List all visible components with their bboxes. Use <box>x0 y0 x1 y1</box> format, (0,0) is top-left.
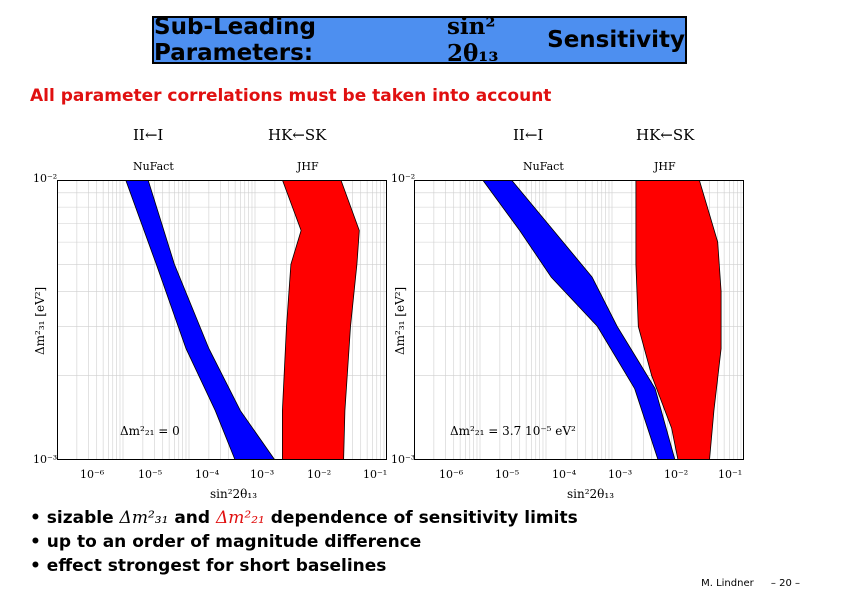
panel1-ytick-bottom: 10⁻³ <box>33 453 58 466</box>
panel1-label-nufact: NuFact <box>133 160 174 173</box>
bullet-text: • sizable <box>30 508 114 528</box>
panel1-label-jhf: JHF <box>297 160 319 173</box>
plot-left <box>57 180 387 460</box>
footer-author: M. Lindner <box>701 578 754 589</box>
plot-right <box>414 180 744 460</box>
band-jhf <box>635 180 722 460</box>
panel2-xtick: 10⁻⁴ <box>552 468 577 481</box>
panel2-xtick: 10⁻³ <box>608 468 633 481</box>
panel1-xtick: 10⁻⁶ <box>80 468 105 481</box>
panel2-header-right: HK←SK <box>636 126 695 144</box>
bullet-text: and <box>174 508 211 528</box>
band-nufact <box>125 180 276 460</box>
title-math: sin² 2θ₁₃ <box>446 13 499 67</box>
plot-frame <box>57 180 387 460</box>
panel1-ytick-top: 10⁻² <box>33 172 58 185</box>
panel2-xtick: 10⁻² <box>664 468 689 481</box>
panel2-ylabel: Δm²₃₁ [eV²] <box>393 286 407 355</box>
bullet-list: • sizable Δm²₃₁ and Δm²₂₁ dependence of … <box>30 506 578 578</box>
panel2-label-jhf: JHF <box>654 160 676 173</box>
slide-title: Sub-Leading Parameters: sin² 2θ₁₃ Sensit… <box>152 13 687 67</box>
panel1-ylabel: Δm²₃₁ [eV²] <box>33 286 47 355</box>
bullet-item: • sizable Δm²₃₁ and Δm²₂₁ dependence of … <box>30 506 578 530</box>
bullet-item: • up to an order of magnitude difference <box>30 532 422 552</box>
bullet-text: dependence of sensitivity limits <box>270 508 578 528</box>
panel1-xtick: 10⁻³ <box>250 468 275 481</box>
bullet-math: Δm²₃₁ <box>119 508 169 528</box>
panel2-ytick-top: 10⁻² <box>391 172 416 185</box>
band-jhf <box>281 180 360 460</box>
panel2-ytick-bottom: 10⁻³ <box>391 453 416 466</box>
title-prefix: Sub-Leading Parameters: <box>154 14 316 66</box>
panel1-header-left: II←I <box>133 126 164 144</box>
panel2-xtick: 10⁻¹ <box>718 468 743 481</box>
panel2-xtick: 10⁻⁵ <box>495 468 520 481</box>
panel1-xtick: 10⁻⁵ <box>138 468 163 481</box>
panel1-header-right: HK←SK <box>268 126 327 144</box>
panel1-xlabel: sin²2θ₁₃ <box>210 487 258 501</box>
bullet-item: • effect strongest for short baselines <box>30 556 387 576</box>
bullet-math-red: Δm²₂₁ <box>215 508 265 528</box>
footer-page: – 20 – <box>770 578 800 589</box>
panel1-annotation: Δm²₂₁ = 0 <box>120 424 180 438</box>
subtitle: All parameter correlations must be taken… <box>30 86 552 106</box>
panel1-xtick: 10⁻⁴ <box>195 468 220 481</box>
panel1-xtick: 10⁻² <box>307 468 332 481</box>
panel2-annotation: Δm²₂₁ = 3.7 10⁻⁵ eV² <box>450 424 576 438</box>
panel2-header-left: II←I <box>513 126 544 144</box>
footer: M. Lindner – 20 – <box>687 578 800 589</box>
panel2-xtick: 10⁻⁶ <box>439 468 464 481</box>
band-nufact <box>482 180 676 460</box>
panel1-xtick: 10⁻¹ <box>363 468 388 481</box>
panel2-xlabel: sin²2θ₁₃ <box>567 487 615 501</box>
title-suffix: Sensitivity <box>547 27 685 53</box>
panel2-label-nufact: NuFact <box>523 160 564 173</box>
plot-frame <box>414 180 744 460</box>
